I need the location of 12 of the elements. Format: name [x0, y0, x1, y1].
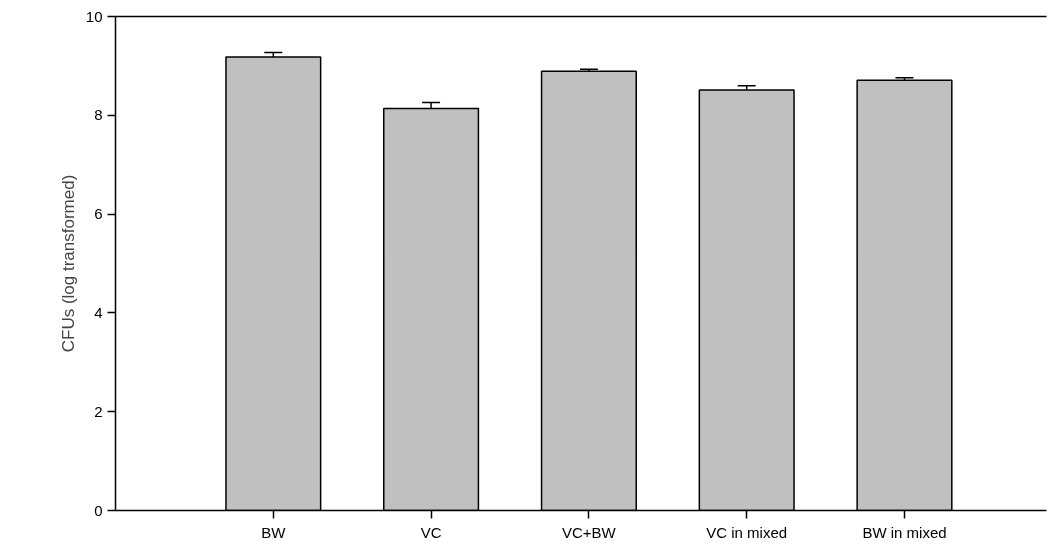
- x-tick-label: BW: [261, 523, 287, 541]
- y-tick-label: 10: [85, 7, 103, 25]
- x-tick-label: VC in mixed: [706, 523, 788, 541]
- x-tick-label: VC: [420, 523, 442, 541]
- y-tick-label: 0: [94, 501, 103, 519]
- y-axis-title: CFUs (log transformed): [58, 174, 78, 353]
- x-tick-label: BW in mixed: [862, 523, 947, 541]
- y-tick-label: 2: [94, 402, 103, 420]
- y-tick-label: 8: [94, 106, 103, 124]
- x-tick-label: VC+BW: [562, 523, 617, 541]
- y-tick-label: 6: [94, 205, 103, 223]
- y-tick-label: 4: [94, 303, 103, 321]
